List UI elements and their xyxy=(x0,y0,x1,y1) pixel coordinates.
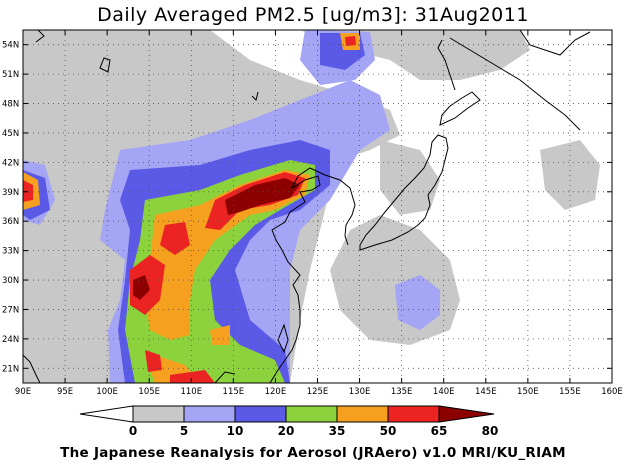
lat-tick-label: 21N xyxy=(2,364,19,374)
lat-tick-label: 39N xyxy=(2,188,19,198)
footer-credit: The Japanese Reanalysis for Aerosol (JRA… xyxy=(60,445,566,461)
lon-tick-label: 160E xyxy=(601,387,623,397)
lon-tick-label: 90E xyxy=(15,387,31,397)
lon-tick-label: 115E xyxy=(223,387,245,397)
colorbar-label: 50 xyxy=(380,424,397,438)
hainan xyxy=(214,371,236,383)
colorbar-swatch xyxy=(234,405,287,423)
japan-hokkaido xyxy=(439,91,481,126)
lon-tick-label: 155E xyxy=(559,387,581,397)
lon-tick-label: 100E xyxy=(96,387,118,397)
lat-tick-label: 33N xyxy=(2,247,19,257)
taiwan xyxy=(277,323,289,354)
lat-tick-label: 30N xyxy=(2,276,19,286)
lat-tick-labels: 21N 24N 27N 30N 33N 36N 39N 42N 45N 48N 51N 54N xyxy=(2,41,19,375)
colorbar-label: 35 xyxy=(329,424,346,438)
lon-tick-label: 95E xyxy=(57,387,73,397)
colorbar-arrow-low xyxy=(79,405,134,423)
lat-tick-label: 42N xyxy=(2,158,19,168)
axis-ticks xyxy=(22,30,613,383)
coastlines xyxy=(23,30,591,383)
china-korea-coast xyxy=(269,167,356,383)
lon-tick-label: 110E xyxy=(180,387,202,397)
concentration-field xyxy=(23,30,600,383)
japan-honshu xyxy=(359,134,449,251)
sakhalin xyxy=(437,39,456,91)
kamchatka xyxy=(519,30,591,56)
lat-tick-label: 54N xyxy=(2,41,19,51)
colorbar: 0 5 10 20 35 50 65 80 xyxy=(79,405,499,438)
lon-tick-label: 140E xyxy=(433,387,455,397)
graticule xyxy=(23,30,612,383)
kuril-islands xyxy=(449,37,581,131)
lat-tick-label: 36N xyxy=(2,217,19,227)
colorbar-label: 20 xyxy=(278,424,295,438)
lon-tick-label: 150E xyxy=(517,387,539,397)
lon-tick-label: 105E xyxy=(138,387,160,397)
lake-baikal-area xyxy=(99,57,111,73)
colorbar-swatch xyxy=(132,405,185,423)
north-coast xyxy=(35,30,45,43)
lake xyxy=(251,91,259,101)
colorbar-swatch xyxy=(336,405,389,423)
map-title: Daily Averaged PM2.5 [ug/m3]: 31Aug2011 xyxy=(97,4,529,26)
colorbar-label: 10 xyxy=(227,424,244,438)
colorbar-label: 5 xyxy=(180,424,188,438)
colorbar-swatch xyxy=(387,405,440,423)
lon-tick-labels: 90E 95E 100E 105E 110E 115E 120E 125E 130E 135E 14… xyxy=(15,387,623,397)
colorbar-label: 0 xyxy=(129,424,137,438)
lat-tick-label: 51N xyxy=(2,70,19,80)
lon-tick-label: 135E xyxy=(391,387,413,397)
lon-tick-label: 145E xyxy=(475,387,497,397)
contour-over-80 xyxy=(133,178,300,300)
lon-tick-label: 120E xyxy=(265,387,287,397)
lat-tick-label: 27N xyxy=(2,305,19,315)
colorbar-arrow-high xyxy=(438,405,495,423)
lat-tick-label: 24N xyxy=(2,335,19,345)
lat-tick-label: 45N xyxy=(2,129,19,139)
lon-tick-label: 125E xyxy=(307,387,329,397)
lon-tick-label: 130E xyxy=(349,387,371,397)
colorbar-swatch xyxy=(285,405,338,423)
lat-tick-label: 48N xyxy=(2,100,19,110)
colorbar-label: 80 xyxy=(482,424,499,438)
colorbar-swatch xyxy=(183,405,236,423)
colorbar-label: 65 xyxy=(431,424,448,438)
